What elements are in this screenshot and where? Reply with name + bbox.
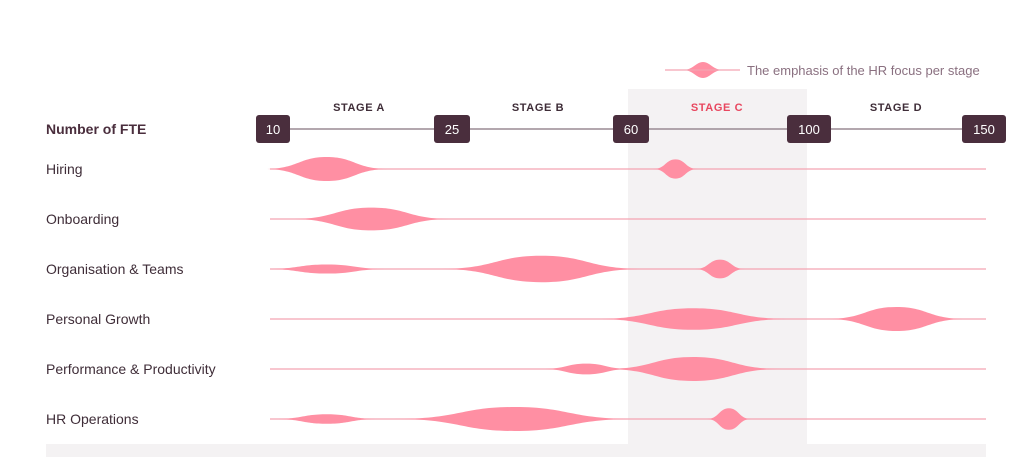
row-label-onboarding: Onboarding — [46, 211, 119, 227]
tick-box — [434, 115, 470, 143]
stage-label-a: STAGE A — [333, 102, 385, 114]
row-label-hiring: Hiring — [46, 161, 83, 177]
tick-marker-60: 60 — [613, 115, 649, 143]
emphasis-shape — [393, 407, 636, 431]
emphasis-shapes — [264, 157, 986, 431]
tick-box — [787, 115, 831, 143]
row-label-performance-productivity: Performance & Productivity — [46, 361, 216, 377]
emphasis-shape — [264, 157, 390, 181]
tick-label: 100 — [798, 122, 820, 137]
tick-box — [962, 115, 1006, 143]
emphasis-shape — [604, 357, 783, 381]
tick-marker-150: 150 — [962, 115, 1006, 143]
emphasis-shape — [290, 207, 452, 231]
tick-marker-100: 100 — [787, 115, 831, 143]
row-label-organisation-teams: Organisation & Teams — [46, 261, 183, 277]
stage-labels: STAGE A STAGE B STAGE C STAGE D — [333, 102, 922, 114]
tick-label: 10 — [266, 122, 280, 137]
tick-marker-25: 25 — [434, 115, 470, 143]
legend-label: The emphasis of the HR focus per stage — [747, 63, 980, 78]
legend: The emphasis of the HR focus per stage — [665, 62, 980, 78]
tick-label: 25 — [445, 122, 459, 137]
stage-label-b: STAGE B — [512, 102, 564, 114]
emphasis-shape — [695, 259, 745, 279]
stage-label-c: STAGE C — [691, 102, 743, 114]
emphasis-shape — [438, 255, 645, 283]
emphasis-shape — [653, 159, 698, 179]
emphasis-shape — [273, 414, 381, 424]
emphasis-shape — [541, 363, 631, 375]
bottom-band — [46, 444, 986, 457]
tick-label: 150 — [973, 122, 995, 137]
tick-label: 60 — [624, 122, 638, 137]
emphasis-shape — [826, 307, 967, 331]
tick-box — [613, 115, 649, 143]
tick-box — [256, 115, 290, 143]
emphasis-shape — [595, 308, 792, 330]
row-label-hr-operations: HR Operations — [46, 411, 139, 427]
emphasis-shape — [706, 408, 752, 430]
row-label-personal-growth: Personal Growth — [46, 311, 150, 327]
axis-title: Number of FTE — [46, 121, 146, 137]
tick-markers: 10 25 60 100 150 — [256, 115, 1006, 143]
row-labels: Hiring Onboarding Organisation & Teams P… — [46, 161, 216, 427]
tick-marker-10: 10 — [256, 115, 290, 143]
emphasis-shape — [264, 264, 390, 274]
stage-label-d: STAGE D — [870, 102, 922, 114]
